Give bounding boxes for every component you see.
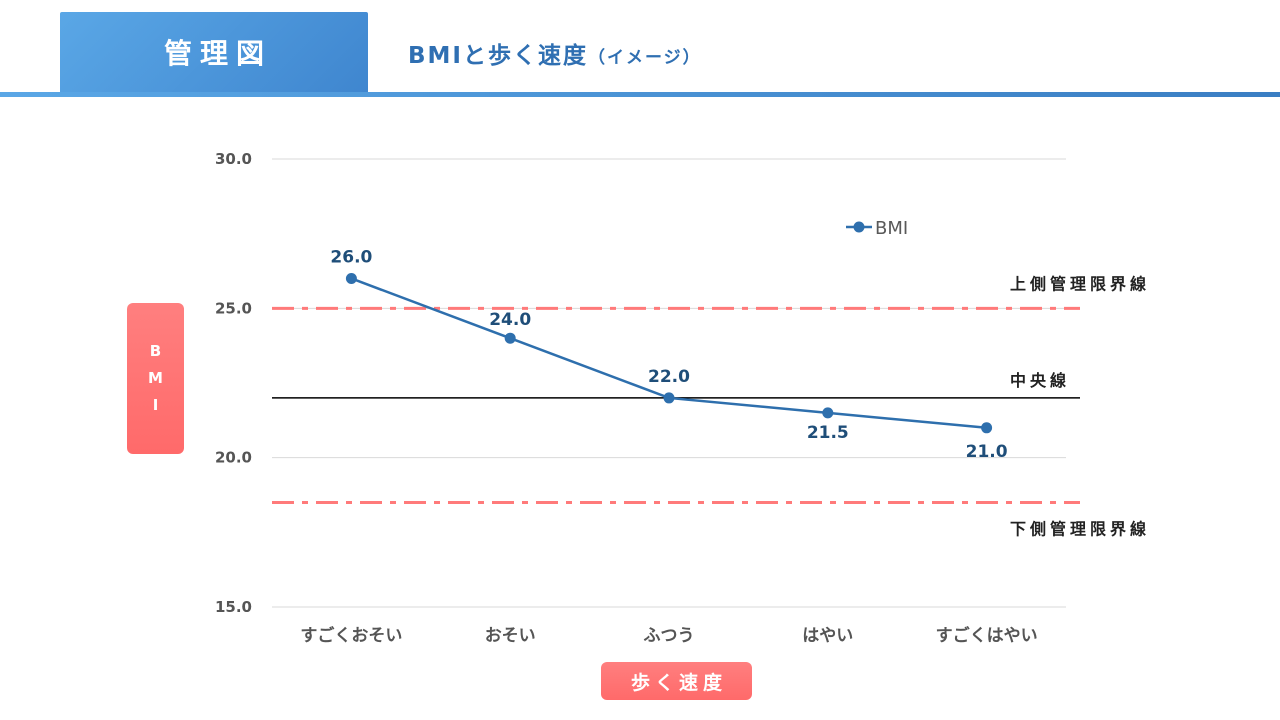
data-point bbox=[981, 422, 993, 434]
x-tick-label: はやい bbox=[802, 626, 853, 646]
data-point bbox=[663, 392, 675, 404]
header-divider bbox=[0, 92, 1280, 97]
page-title-main: BMIと歩く速度 bbox=[408, 43, 588, 69]
data-point bbox=[504, 332, 516, 344]
y-axis-title-char: I bbox=[152, 396, 159, 414]
y-axis-title-box: B M I bbox=[127, 303, 184, 454]
data-label: 24.0 bbox=[489, 310, 531, 330]
legend-marker bbox=[853, 221, 865, 233]
y-axis-title-char: M bbox=[148, 369, 163, 387]
center-line-label: 中央線 bbox=[1010, 371, 1070, 390]
page-title-sub: （イメージ） bbox=[587, 48, 702, 68]
x-tick-label: おそい bbox=[485, 626, 536, 646]
data-label: 21.5 bbox=[807, 423, 849, 443]
y-tick-label: 25.0 bbox=[215, 299, 252, 317]
y-tick-label: 20.0 bbox=[215, 449, 252, 467]
header-tab-label: 管理図 bbox=[163, 37, 272, 70]
x-tick-label: ふつう bbox=[644, 626, 695, 646]
data-label: 22.0 bbox=[648, 367, 690, 387]
y-axis-title-char: B bbox=[149, 342, 162, 360]
x-axis-title: 歩く速度 bbox=[630, 671, 727, 694]
page-title: BMIと歩く速度（イメージ） bbox=[408, 36, 702, 70]
control-limit-label: 上側管理限界線 bbox=[1010, 274, 1150, 293]
data-label: 26.0 bbox=[330, 247, 372, 267]
series-line bbox=[350, 277, 987, 430]
control-limit-label: 下側管理限界線 bbox=[1010, 519, 1150, 538]
y-tick-label: 15.0 bbox=[215, 598, 252, 616]
data-point bbox=[345, 272, 357, 284]
x-tick-label: すごくおそい bbox=[300, 625, 402, 646]
data-point bbox=[822, 407, 834, 419]
data-label: 21.0 bbox=[966, 442, 1008, 462]
x-tick-label: すごくはやい bbox=[936, 625, 1038, 646]
y-tick-label: 30.0 bbox=[215, 150, 252, 168]
header-tab: 管理図 bbox=[60, 12, 368, 92]
legend-label: BMI bbox=[875, 218, 908, 239]
x-axis-title-box: 歩く速度 bbox=[601, 662, 752, 700]
